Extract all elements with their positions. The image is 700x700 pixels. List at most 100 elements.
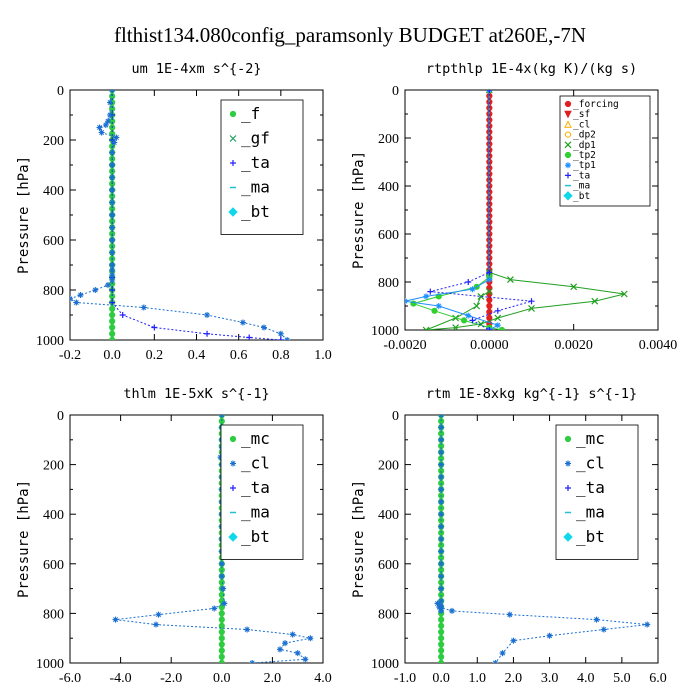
data-point [220,585,227,592]
legend-item-dp2: _dp2 [564,130,596,141]
data-point [438,653,445,660]
series-dp1 [422,90,628,330]
x-tick-label: 4.0 [577,671,595,686]
data-point [423,293,430,300]
data-point [98,129,105,136]
data-point [486,269,493,276]
data-point [436,604,443,611]
data-point [546,632,553,639]
legend-item-tp1: _tp1 [565,160,596,171]
data-point [109,272,116,278]
data-point [109,90,116,93]
legend-item-cl: _cl [230,454,270,473]
data-point [438,573,445,580]
y-tick-label: 600 [378,228,399,243]
data-point [435,303,442,309]
data-point [422,326,430,330]
x-tick-label: 4.0 [314,671,332,686]
legend-box [559,95,651,207]
data-point [486,296,493,304]
y-tick-label: 200 [43,459,64,474]
legend-label: _cl [241,454,270,473]
data-point [153,621,160,628]
data-point [438,424,445,431]
data-point [465,312,472,319]
data-point [438,511,445,518]
data-point [528,304,535,312]
data-point [109,287,116,293]
data-point [294,650,301,657]
data-point [104,282,111,288]
data-point [246,334,253,340]
legend-item-bt: _bt [228,527,270,546]
plot-area [405,90,628,330]
data-point [239,319,246,326]
y-tick-label: 800 [378,607,399,622]
legend-item-forcing: _forcing [564,99,619,110]
legend-marker [564,151,572,159]
data-point [277,337,284,340]
legend-label: _dp2 [573,130,596,141]
legend-label: _bt [576,527,605,546]
legend-label: _ma [241,503,270,522]
chart-panel-3: thlm 1E-5xK s^{-1} Pressure [hPa] 0 200 400 6… [16,386,332,686]
legend-marker [564,435,572,443]
data-point [204,330,211,337]
y-tick-label: 600 [378,558,399,573]
series-line [70,90,288,340]
x-tick-label: 0.8 [272,348,290,363]
x-tick-label: 5.0 [613,671,631,686]
legend-label: _cl [573,119,590,130]
data-point [109,267,116,273]
data-point [218,659,225,663]
data-point [494,314,502,322]
data-point [96,124,103,131]
legend-label: _gf [241,129,270,148]
legend-marker [229,435,237,443]
data-point [499,650,506,657]
data-point [431,307,438,314]
data-point [107,99,114,106]
legend-item-tp2: _tp2 [564,150,596,161]
legend-label: _ta [573,170,590,181]
data-point [218,604,225,611]
data-point [438,523,445,530]
series-ta [427,90,535,330]
data-point [218,628,225,636]
panel-title: rtpthlp 1E-4x(kg K)/(kg s) [426,61,637,77]
legend-label: _tp1 [573,160,596,171]
data-point [244,626,251,633]
data-point [109,199,116,206]
panels: um 1E-4xm s^{-2} Pressure [hPa] 0 200 400 600… [16,61,677,686]
legend-item-dp1: _dp1 [564,140,596,151]
data-point [217,454,224,461]
legend-marker [228,532,238,542]
data-point [107,112,114,118]
y-tick-label: 1000 [36,657,64,672]
series-line [405,90,500,330]
legend-marker [565,162,571,169]
legend-label: _cl [576,454,605,473]
legend-item-gf: _gf [229,129,270,148]
data-point [70,295,73,302]
legend-item-bt: _bt [228,202,270,221]
legend-item-ma: _ma [230,178,270,197]
data-point [218,647,225,654]
data-point [218,641,225,648]
data-point [204,312,211,318]
data-point [112,616,119,623]
legend-item-mc: _mc [229,429,270,448]
panel-title: thlm 1E-5xK s^{-1} [123,386,269,402]
data-point [486,302,493,310]
x-tick-label: 0.0020 [554,338,593,353]
data-point [486,276,493,283]
data-point [485,288,493,296]
data-point [492,660,499,663]
legend-label: _ma [576,503,605,522]
legend-marker [564,141,572,149]
data-point [644,621,651,628]
legend-marker [230,160,236,166]
chart-panel-2: rtpthlp 1E-4x(kg K)/(kg s) Pressure [hPa]… [351,61,677,353]
data-point [448,607,455,614]
data-point [438,641,445,648]
